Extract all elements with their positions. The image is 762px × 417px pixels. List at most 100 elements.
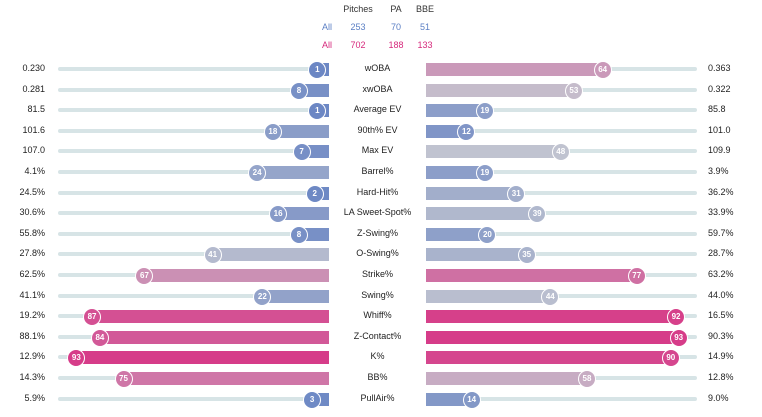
- left-track: [58, 231, 329, 236]
- right-percentile-badge: 31: [507, 184, 526, 203]
- left-percentile-badge: 41: [203, 246, 222, 265]
- right-value: 101.0: [708, 124, 731, 135]
- metric-label: K%: [370, 351, 385, 362]
- left-track: [58, 190, 329, 195]
- left-percentile-bar: [272, 124, 329, 138]
- right-percentile-badge: 20: [478, 225, 497, 244]
- left-percentile-badge: 18: [263, 122, 282, 141]
- left-percentile-badge: 8: [290, 225, 309, 244]
- left-track: [58, 87, 329, 92]
- right-percentile-badge: 77: [627, 267, 646, 285]
- left-value: 27.8%: [19, 248, 45, 259]
- left-track: [58, 252, 329, 257]
- right-percentile-bar: [426, 227, 488, 241]
- right-value: 9.0%: [708, 392, 729, 403]
- right-track: [426, 190, 697, 195]
- metric-row: 19.2% 87 Whiff% 92 16.5%: [0, 305, 762, 327]
- metric-row: 24.5% 2 Hard-Hit% 31 36.2%: [0, 182, 762, 203]
- left-value: 88.1%: [19, 330, 45, 341]
- right-percentile-bar: [426, 392, 472, 406]
- right-percentile-badge: 53: [564, 81, 583, 100]
- left-track: [58, 149, 329, 154]
- right-percentile-badge: 39: [528, 205, 547, 224]
- column-header-pa: PA: [390, 4, 402, 14]
- left-value: 41.1%: [19, 289, 45, 300]
- left-percentile-bar: [212, 248, 329, 262]
- metric-row: 30.6% 16 LA Sweet-Spot% 39 33.9%: [0, 202, 762, 224]
- column-header-bbe: BBE: [415, 4, 434, 14]
- left-percentile-badge: 2: [305, 184, 324, 203]
- right-percentile-badge: 90: [661, 349, 680, 368]
- right-percentile-badge: 93: [669, 328, 688, 347]
- left-percentile-bar: [262, 289, 329, 303]
- metric-label: LA Sweet-Spot%: [343, 207, 412, 218]
- metric-row: 41.1% 22 Swing% 44 44.0%: [0, 285, 762, 306]
- left-track: [58, 67, 329, 71]
- metric-row: 0.230 1 wOBA 64 0.363: [0, 58, 762, 79]
- right-percentile-badge: 44: [541, 287, 560, 306]
- left-value: 24.5%: [19, 186, 45, 197]
- metric-row: 27.8% 41 O-Swing% 35 28.7%: [0, 243, 762, 265]
- right-track: [426, 211, 697, 216]
- pa-left: 70: [390, 22, 401, 32]
- left-percentile-badge: 22: [253, 287, 272, 306]
- right-value: 0.363: [708, 63, 731, 73]
- right-value: 3.9%: [708, 166, 729, 176]
- right-value: 63.2%: [708, 269, 734, 279]
- right-value: 14.9%: [708, 351, 734, 362]
- left-percentile-badge: 16: [269, 205, 288, 224]
- right-percentile-bar: [426, 372, 587, 385]
- metric-label: Z-Swing%: [356, 227, 398, 238]
- left-percentile-badge: 1: [308, 61, 327, 79]
- metric-label: Max EV: [361, 145, 394, 156]
- left-track: [58, 293, 329, 298]
- left-percentile-bar: [92, 310, 329, 324]
- left-track: [58, 211, 329, 216]
- left-percentile-badge: 87: [83, 308, 102, 327]
- metric-row: 107.0 7 Max EV 48 109.9: [0, 140, 762, 162]
- right-percentile-badge: 35: [517, 246, 536, 265]
- right-percentile-badge: 12: [457, 122, 476, 141]
- right-track: [426, 293, 697, 298]
- metric-row: 88.1% 84 Z-Contact% 93 90.3%: [0, 326, 762, 347]
- right-value: 16.5%: [708, 310, 734, 321]
- left-track: [58, 170, 329, 174]
- right-value: 85.8: [708, 104, 726, 115]
- right-value: 59.7%: [708, 227, 734, 238]
- pitches-left: 253: [350, 22, 366, 32]
- right-value: 28.7%: [708, 248, 734, 259]
- left-percentile-bar: [278, 207, 329, 221]
- right-value: 33.9%: [708, 207, 734, 218]
- left-percentile-bar: [76, 351, 329, 365]
- metric-label: Z-Contact%: [353, 330, 402, 341]
- right-percentile-bar: [426, 186, 517, 200]
- bbe-left: 51: [419, 22, 430, 32]
- left-value: 19.2%: [19, 310, 45, 321]
- left-value: 14.3%: [19, 372, 45, 382]
- right-percentile-badge: 58: [577, 370, 596, 388]
- left-track: [58, 108, 329, 113]
- right-track: [426, 396, 697, 401]
- left-value: 62.5%: [19, 269, 45, 279]
- metric-label: Swing%: [361, 289, 394, 300]
- metric-row: 81.5 1 Average EV 19 85.8: [0, 99, 762, 121]
- right-track: [426, 128, 697, 133]
- left-track: [58, 128, 329, 133]
- metric-row: 101.6 18 90th% EV 12 101.0: [0, 120, 762, 141]
- left-percentile-badge: 24: [248, 164, 267, 182]
- right-track: [426, 231, 697, 236]
- left-percentile-badge: 84: [90, 328, 109, 347]
- right-percentile-bar: [426, 124, 467, 138]
- right-percentile-bar: [426, 289, 551, 303]
- pa-right: 188: [388, 40, 404, 50]
- left-percentile-badge: 75: [114, 370, 133, 388]
- right-track: [426, 108, 697, 113]
- left-percentile-bar: [257, 166, 329, 179]
- left-value: 107.0: [22, 145, 45, 156]
- right-percentile-badge: 14: [462, 390, 481, 409]
- right-value: 0.322: [708, 83, 731, 94]
- left-percentile-badge: 8: [290, 81, 309, 100]
- metric-label: wOBA: [364, 63, 391, 73]
- metric-row: 55.8% 8 Z-Swing% 20 59.7%: [0, 223, 762, 244]
- right-track: [426, 170, 697, 174]
